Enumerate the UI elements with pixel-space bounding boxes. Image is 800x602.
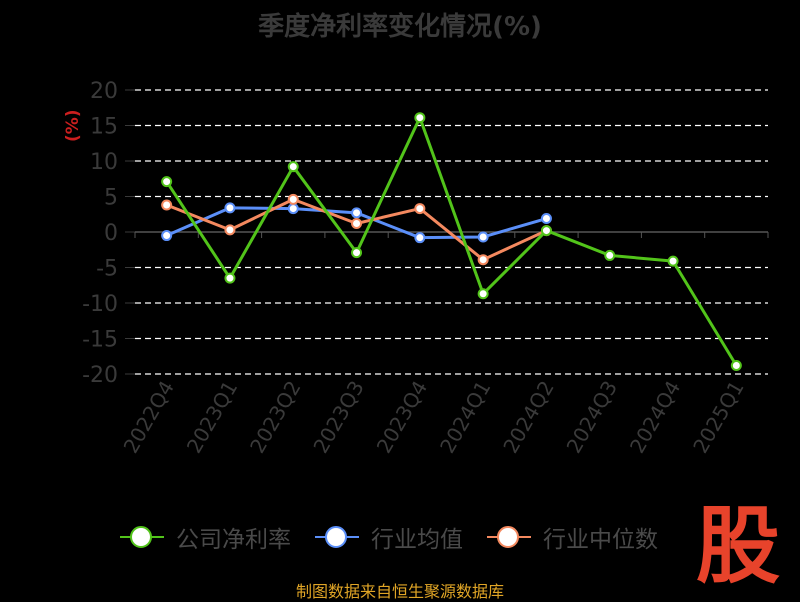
x-tick-label: 2024Q1 — [435, 377, 495, 458]
y-tick-label: 10 — [90, 150, 118, 175]
data-point — [604, 249, 616, 261]
data-point — [287, 161, 299, 173]
x-tick-label: 2023Q3 — [308, 377, 368, 458]
x-tick-label: 2024Q3 — [562, 377, 622, 458]
data-source-note: 制图数据来自恒生聚源数据库 — [295, 582, 504, 601]
data-point — [414, 112, 426, 124]
legend: 公司净利率 行业均值 行业中位数 — [118, 520, 680, 554]
data-point — [477, 288, 489, 300]
legend-label-industry-median: 行业中位数 — [543, 527, 658, 553]
data-point — [540, 225, 552, 237]
data-point — [414, 203, 426, 215]
y-tick-label: 5 — [104, 186, 118, 211]
data-point — [224, 202, 236, 214]
y-tick-label: 20 — [90, 79, 118, 104]
legend-item-industry-median[interactable]: 行业中位数 — [485, 520, 658, 554]
data-point — [224, 224, 236, 236]
y-tick-label: -15 — [82, 328, 118, 353]
x-tick-label: 2023Q4 — [372, 377, 432, 458]
data-point — [224, 272, 236, 284]
x-tick-label: 2023Q2 — [245, 377, 305, 458]
legend-label-company: 公司净利率 — [176, 527, 291, 553]
legend-item-company[interactable]: 公司净利率 — [118, 520, 291, 554]
data-point — [730, 359, 742, 371]
series-line — [165, 116, 738, 367]
chart-title: 季度净利率变化情况(%) — [258, 12, 542, 42]
data-point — [414, 232, 426, 244]
data-point — [161, 230, 173, 242]
legend-marker-industry-mean — [313, 525, 361, 549]
x-tick-label: 2024Q4 — [625, 377, 685, 458]
data-point — [287, 193, 299, 205]
data-point — [351, 217, 363, 229]
y-tick-label: 0 — [104, 221, 118, 246]
data-point — [351, 207, 363, 219]
y-tick-label: 15 — [90, 115, 118, 140]
y-tick-label: -5 — [96, 257, 118, 282]
data-point — [667, 255, 679, 267]
x-tick-label: 2024Q2 — [498, 377, 558, 458]
data-point — [351, 247, 363, 259]
data-point — [161, 199, 173, 211]
y-axis-unit-label: (%) — [63, 109, 83, 142]
y-tick-label: -10 — [82, 292, 118, 317]
legend-marker-industry-median — [485, 525, 533, 549]
watermark-logo: 股 — [695, 497, 780, 595]
legend-marker-company — [118, 525, 166, 549]
data-point — [477, 254, 489, 266]
data-point — [287, 203, 299, 215]
data-point — [477, 231, 489, 243]
x-tick-label: 2025Q1 — [688, 377, 748, 458]
data-point — [540, 213, 552, 225]
data-point — [161, 176, 173, 188]
legend-item-industry-mean[interactable]: 行业均值 — [313, 520, 463, 554]
x-tick-label: 2022Q4 — [119, 377, 179, 458]
x-tick-label: 2023Q1 — [182, 377, 242, 458]
legend-label-industry-mean: 行业均值 — [371, 527, 463, 553]
y-tick-label: -20 — [82, 363, 118, 388]
